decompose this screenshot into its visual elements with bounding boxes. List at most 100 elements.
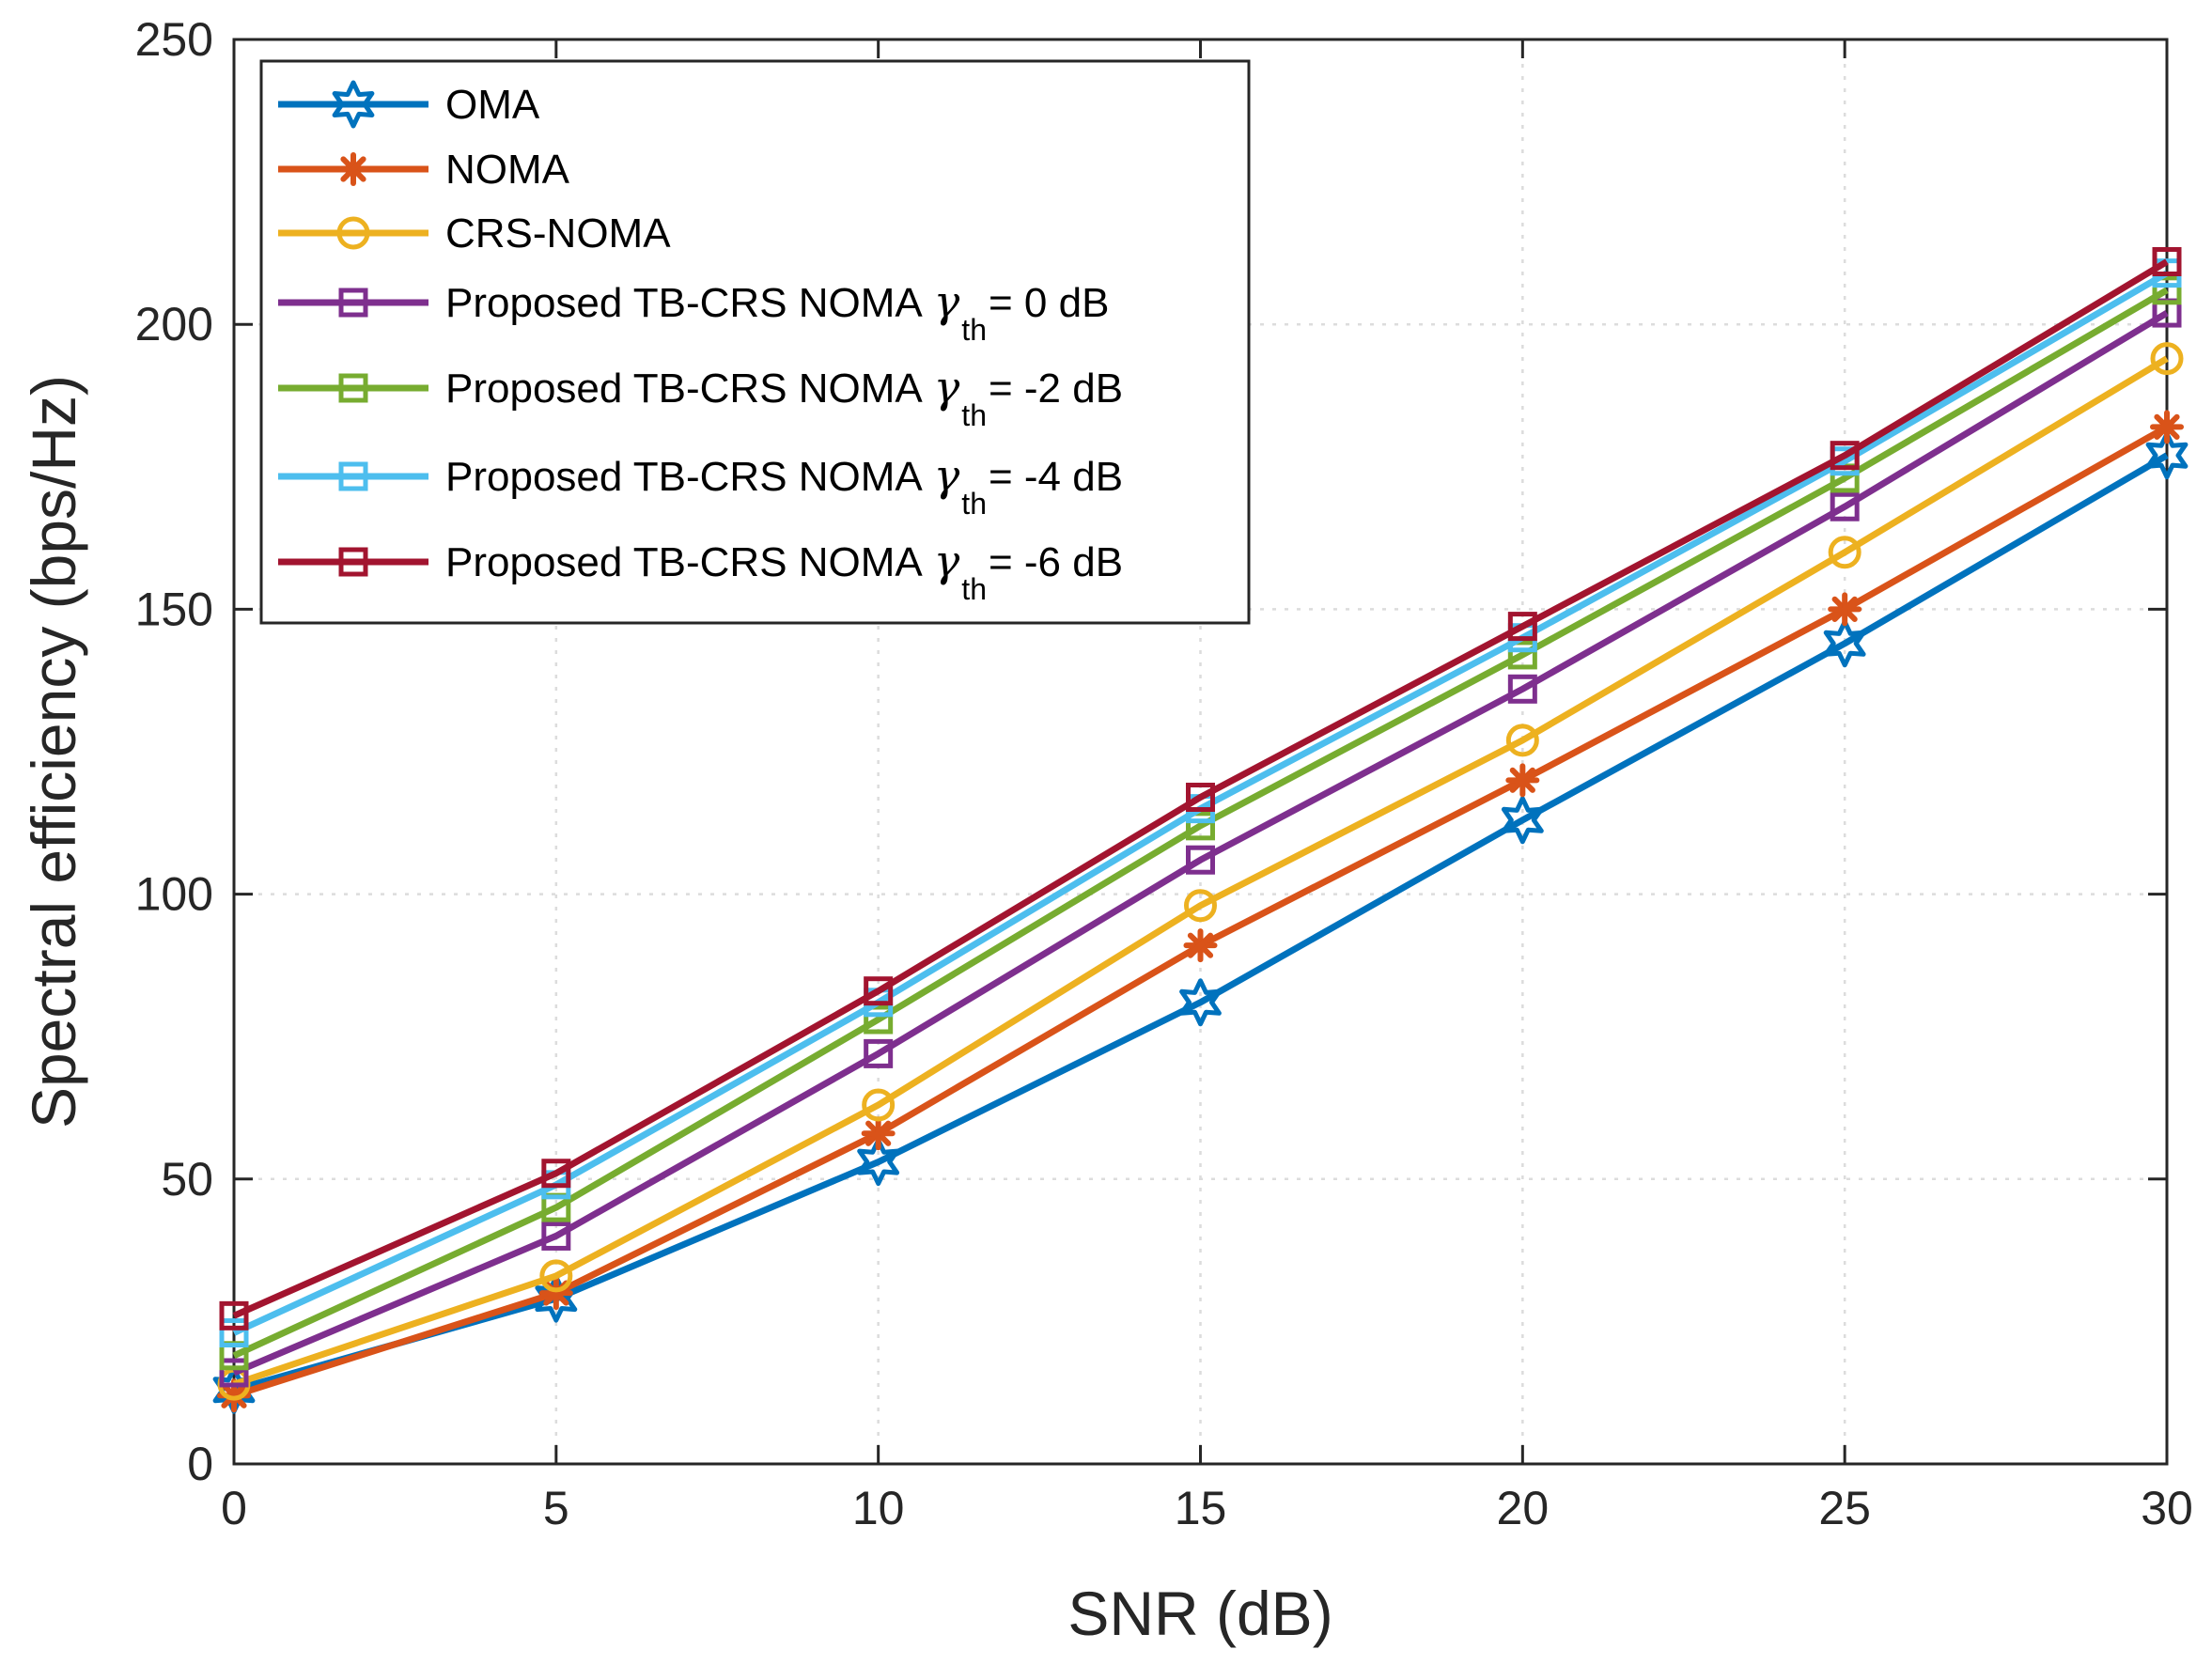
x-tick-label: 30 bbox=[2141, 1482, 2193, 1534]
series-4 bbox=[219, 298, 2182, 1388]
legend-marker bbox=[338, 288, 368, 318]
legend-label: Proposed TB-CRS NOMA bbox=[445, 454, 923, 500]
data-point bbox=[219, 1318, 249, 1348]
data-point bbox=[862, 1088, 896, 1122]
data-point bbox=[1505, 763, 1540, 798]
data-point bbox=[1179, 978, 1222, 1027]
legend-entry-1: OMA bbox=[278, 80, 540, 129]
marker-stroke bbox=[865, 1120, 892, 1146]
legend-marker bbox=[338, 547, 368, 577]
legend-label: CRS-NOMA bbox=[445, 210, 671, 257]
legend-entry-5: Proposed TB-CRS NOMA γth = -2 dB bbox=[278, 362, 1123, 432]
data-point bbox=[1830, 491, 1860, 521]
data-point bbox=[1184, 889, 1217, 923]
data-point bbox=[1186, 845, 1215, 875]
y-tick-label: 250 bbox=[135, 13, 213, 66]
legend-marker bbox=[336, 216, 370, 250]
series-layer bbox=[212, 246, 2189, 1414]
data-point bbox=[1186, 811, 1215, 841]
legend-entry-6: Proposed TB-CRS NOMA γth = -4 dB bbox=[278, 450, 1123, 521]
marker-stroke bbox=[1509, 767, 1535, 793]
series-line bbox=[232, 310, 2169, 1377]
marker-stroke bbox=[1831, 596, 1858, 623]
x-tick-label: 15 bbox=[1175, 1482, 1227, 1534]
legend-label: Proposed TB-CRS NOMA bbox=[445, 539, 923, 585]
data-point bbox=[2145, 431, 2189, 480]
data-point bbox=[864, 1004, 894, 1035]
data-point bbox=[1501, 796, 1544, 845]
data-point bbox=[1823, 619, 1866, 668]
legend-gamma: γ bbox=[934, 362, 960, 412]
legend-marker bbox=[338, 461, 368, 491]
data-point bbox=[1830, 441, 1860, 471]
data-point bbox=[541, 1221, 571, 1251]
x-tick-label: 10 bbox=[852, 1482, 905, 1534]
series-2 bbox=[217, 410, 2184, 1413]
data-point bbox=[2150, 410, 2184, 444]
legend-label: Proposed TB-CRS NOMA bbox=[445, 366, 923, 412]
data-point bbox=[1186, 783, 1215, 813]
y-tick-label: 0 bbox=[187, 1438, 213, 1490]
y-axis-title: Spectral efficiency (bps/Hz) bbox=[19, 375, 88, 1128]
legend-subscript: th bbox=[961, 572, 987, 606]
data-point bbox=[2152, 246, 2182, 276]
data-point bbox=[1828, 536, 1862, 569]
legend-entry-2: NOMA bbox=[278, 147, 570, 193]
legend-entry-7: Proposed TB-CRS NOMA γth = -6 dB bbox=[278, 536, 1123, 606]
data-point bbox=[1828, 592, 1862, 627]
legend-entry-4: Proposed TB-CRS NOMA γth = 0 dB bbox=[278, 276, 1109, 347]
data-point bbox=[861, 1116, 896, 1151]
legend-threshold: = -6 dB bbox=[989, 539, 1123, 585]
series-5 bbox=[219, 275, 2182, 1371]
legend-threshold: = -2 dB bbox=[989, 366, 1123, 412]
data-point bbox=[539, 1259, 573, 1293]
legend-marker bbox=[336, 152, 370, 186]
series-line bbox=[232, 287, 2169, 1359]
series-line bbox=[232, 258, 2169, 1319]
y-tick-label: 100 bbox=[135, 868, 213, 921]
data-point bbox=[1507, 640, 1537, 670]
marker-stroke bbox=[2154, 413, 2180, 440]
marker-stroke bbox=[340, 156, 366, 182]
data-point bbox=[2152, 275, 2182, 305]
data-point bbox=[1507, 612, 1537, 642]
legend-threshold: = -4 dB bbox=[989, 454, 1123, 500]
x-tick-label: 20 bbox=[1497, 1482, 1550, 1534]
data-point bbox=[541, 1159, 571, 1189]
x-tick-label: 5 bbox=[543, 1482, 569, 1534]
legend-marker bbox=[338, 373, 368, 403]
data-point bbox=[535, 1274, 578, 1323]
data-point bbox=[1505, 724, 1539, 757]
series-line bbox=[232, 355, 2169, 1388]
data-point bbox=[2150, 342, 2184, 376]
marker-stroke bbox=[221, 1382, 247, 1408]
x-tick-label: 0 bbox=[221, 1482, 247, 1534]
legend-threshold: = 0 dB bbox=[989, 280, 1109, 326]
data-point bbox=[1183, 928, 1218, 963]
x-tick-label: 25 bbox=[1818, 1482, 1871, 1534]
data-point bbox=[1507, 674, 1537, 704]
legend-subscript: th bbox=[961, 313, 987, 347]
legend-entry-3: CRS-NOMA bbox=[278, 210, 671, 257]
plot-axes: 0 5 10 15 20 25 30 0 50 100 150 200 250 bbox=[135, 13, 2193, 1534]
y-tick-label: 50 bbox=[161, 1153, 213, 1206]
data-point bbox=[857, 1138, 900, 1187]
data-point bbox=[864, 976, 894, 1006]
legend-box bbox=[259, 59, 1251, 625]
legend-subscript: th bbox=[961, 487, 987, 521]
legend-subscript: th bbox=[961, 398, 987, 432]
legend-gamma: γ bbox=[934, 276, 960, 327]
x-axis-title: SNR (dB) bbox=[1067, 1579, 1332, 1648]
data-point bbox=[219, 1300, 249, 1330]
legend-gamma: γ bbox=[934, 536, 960, 586]
legend-marker bbox=[332, 80, 375, 129]
legend-gamma: γ bbox=[934, 450, 960, 501]
data-point bbox=[864, 1038, 894, 1068]
marker-stroke bbox=[1187, 932, 1214, 958]
legend-label: NOMA bbox=[445, 147, 570, 193]
series-7 bbox=[219, 246, 2182, 1330]
data-point bbox=[219, 1358, 249, 1388]
y-tick-label: 150 bbox=[135, 583, 213, 635]
